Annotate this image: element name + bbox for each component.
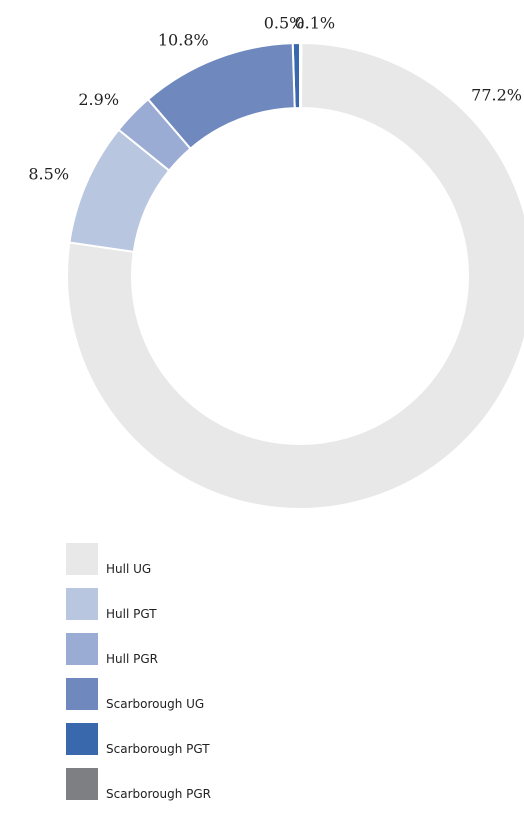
data-label-hull-pgr: 2.9% [78,90,119,109]
slice-hull-ug [66,41,524,510]
legend-item-hull-pgr: Hull PGR [66,633,211,678]
legend-item-scarborough-pgt: Scarborough PGT [66,723,211,768]
legend-item-hull-ug: Hull UG [66,543,211,588]
legend-label: Scarborough UG [106,697,205,711]
legend-swatch [66,768,98,800]
legend-swatch [66,543,98,575]
legend-swatch [66,588,98,620]
legend-label: Hull PGR [106,652,158,666]
data-label-scarborough-ug: 10.8% [158,31,209,50]
data-label-scarborough-pgt: 0.5% [264,14,305,33]
data-label-hull-ug: 77.2% [471,86,522,105]
data-label-scarborough-pgr: 0.1% [294,14,335,33]
legend-item-scarborough-ug: Scarborough UG [66,678,211,723]
legend-label: Hull PGT [106,607,157,621]
data-label-hull-pgt: 8.5% [28,165,69,184]
legend-swatch [66,678,98,710]
donut-chart: 0.5%0.1% 77.2% 8.5% 2.9% 10.8% [28,14,524,510]
legend-item-hull-pgt: Hull PGT [66,588,211,633]
legend-label: Hull UG [106,562,152,576]
legend-swatch [66,723,98,755]
legend-label: Scarborough PGR [106,787,211,801]
slice-scarborough-ug [146,42,296,151]
legend-swatch [66,633,98,665]
legend-label: Scarborough PGT [106,742,210,756]
legend-item-scarborough-pgr: Scarborough PGR [66,768,211,813]
chart-legend: Hull UG Hull PGT Hull PGR Scarborough UG Sca… [66,543,211,813]
